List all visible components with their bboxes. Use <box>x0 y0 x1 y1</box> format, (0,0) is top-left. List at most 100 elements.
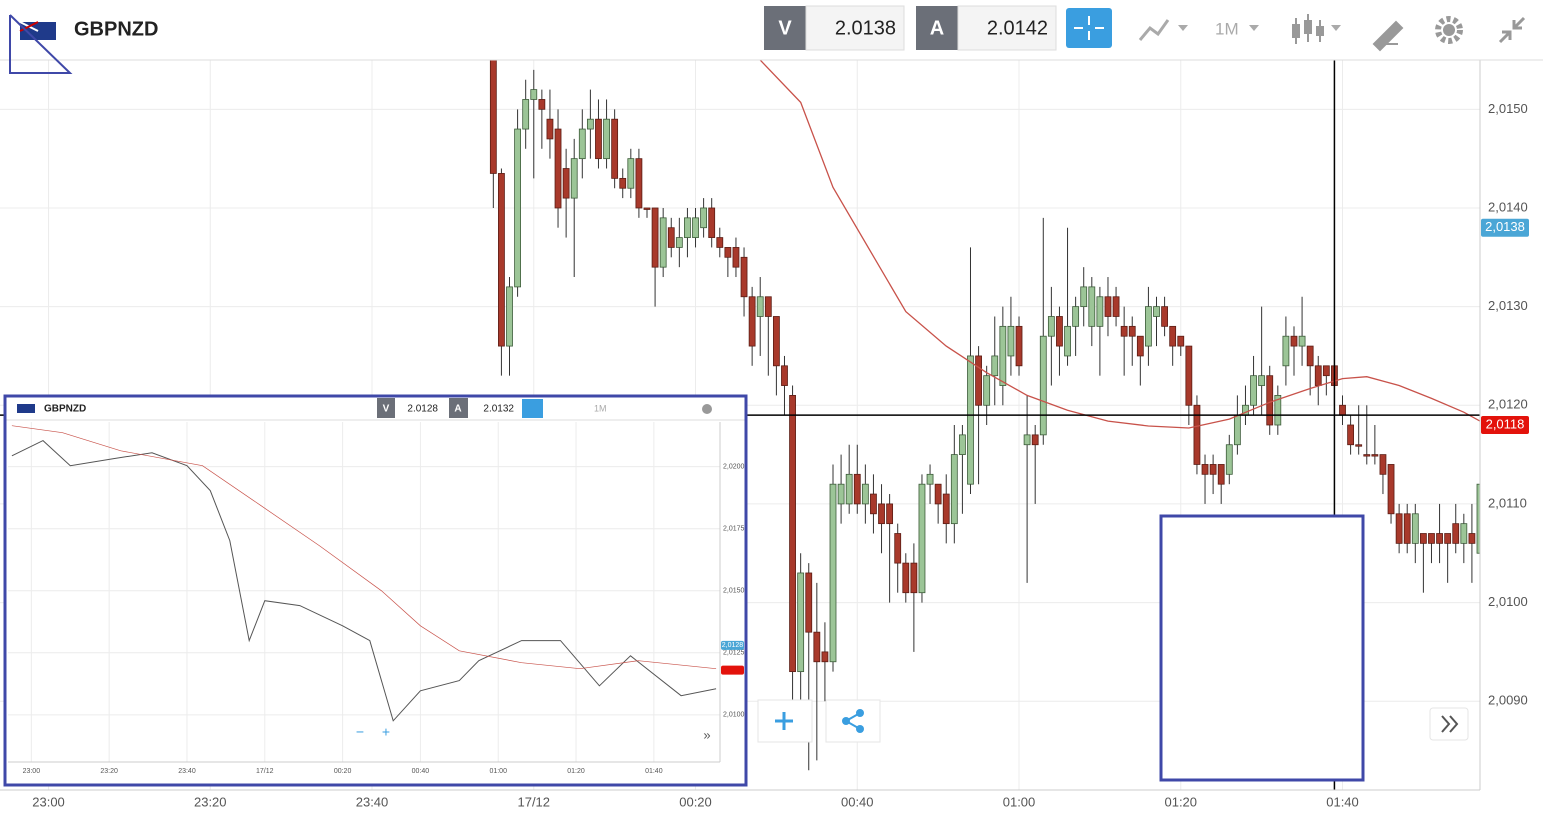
inset-minus: − <box>356 724 364 740</box>
dropdown-arrow <box>1178 25 1188 31</box>
candle-body <box>829 483 837 663</box>
candle-body <box>1039 335 1047 436</box>
inset-flag <box>17 404 35 413</box>
candle-body <box>619 177 627 189</box>
y-tick-label: 2,0130 <box>1488 298 1528 313</box>
candle-body <box>570 158 578 199</box>
candle-body <box>538 99 546 110</box>
inset-bid-label: V <box>383 404 390 415</box>
collapse-icon[interactable] <box>1498 16 1526 44</box>
candle-body <box>1225 444 1233 475</box>
settings-icon[interactable] <box>1435 16 1463 44</box>
candle-body <box>611 118 619 179</box>
candle-body <box>942 493 950 525</box>
y-tick-label: 2,0150 <box>1488 101 1528 116</box>
chart-type-icon[interactable] <box>1138 19 1170 41</box>
candle-body <box>1120 325 1128 337</box>
candle-body <box>1419 533 1427 544</box>
candle-body <box>1363 454 1371 457</box>
share-button[interactable] <box>825 699 881 743</box>
candle-body <box>764 296 772 317</box>
y-tick-label: 2,0110 <box>1488 495 1527 510</box>
candle-body <box>789 395 796 673</box>
x-tick-label: 00:40 <box>841 794 874 809</box>
candle-body <box>546 118 554 140</box>
candle-body <box>1161 306 1168 327</box>
x-tick-label: 00:40 <box>412 768 430 775</box>
candle-body <box>926 473 934 485</box>
candle-body <box>797 572 805 673</box>
candle-body <box>522 99 530 130</box>
draw-icon[interactable] <box>1372 20 1404 52</box>
x-tick-label: 00:20 <box>334 768 352 775</box>
crosshair-button[interactable] <box>1066 8 1112 48</box>
candle-body <box>514 128 521 288</box>
candle-body <box>967 355 974 485</box>
candle-body <box>918 483 926 594</box>
plot-area <box>11 425 717 722</box>
candle-body <box>1080 286 1088 308</box>
candle-body <box>1031 434 1039 446</box>
candle-body <box>1015 325 1023 367</box>
candle-body <box>489 60 497 174</box>
candle-body <box>1177 335 1185 347</box>
candle-body <box>950 454 958 525</box>
candle-body <box>1209 464 1217 475</box>
candle-body <box>1193 404 1201 465</box>
candle-icon <box>1316 26 1324 36</box>
bid-box[interactable] <box>764 6 806 50</box>
inset-ask-box <box>449 398 468 418</box>
annotation-box <box>1159 514 1365 782</box>
candle-body <box>724 247 732 258</box>
candle-body <box>821 651 829 663</box>
flag-cross <box>19 21 39 32</box>
candle-body <box>1104 296 1112 317</box>
bid-value-box <box>805 5 905 51</box>
candle-body <box>1355 444 1363 447</box>
y-tick-label: 2,0200 <box>723 464 745 471</box>
candle-body <box>675 237 683 248</box>
candle-body <box>578 128 586 160</box>
y-tick-label: 2,0100 <box>1488 594 1528 609</box>
candle-body <box>1217 464 1225 485</box>
candle-body <box>1452 523 1460 544</box>
inset-plus: + <box>382 724 390 740</box>
x-tick-label: 01:20 <box>1164 794 1197 809</box>
candle-body <box>1339 404 1346 416</box>
x-tick-label: 23:00 <box>32 794 65 809</box>
x-tick-label: 17/12 <box>517 794 550 809</box>
candle-body <box>627 158 635 189</box>
inset-symbol: GBPNZD <box>44 404 86 415</box>
candle-body <box>813 631 821 663</box>
x-tick-label: 01:00 <box>489 768 507 775</box>
annotation-triangle <box>9 14 73 74</box>
candle-body <box>975 355 982 406</box>
candle-body <box>748 296 756 347</box>
candle-body <box>1436 533 1443 544</box>
candle-body <box>732 247 740 268</box>
candle-body <box>870 493 877 515</box>
ask-box[interactable] <box>916 6 958 50</box>
inset-ask-value: 2.0132 <box>483 404 514 415</box>
dropdown-arrow <box>1249 25 1259 31</box>
candle-body <box>1266 375 1274 426</box>
candle-body <box>1444 533 1452 544</box>
candle-body <box>684 217 691 238</box>
timeframe[interactable]: 1M <box>1215 19 1239 38</box>
y-tick-label: 2,0175 <box>723 526 745 533</box>
x-tick-label: 23:20 <box>194 794 227 809</box>
candle-body <box>1290 335 1298 347</box>
bid-value: 2.0138 <box>835 17 896 39</box>
candle-body <box>1428 533 1435 544</box>
symbol: GBPNZD <box>74 18 158 40</box>
candle-body <box>708 207 716 238</box>
inset-settings-icon <box>702 404 712 414</box>
scroll-end-icon <box>1441 715 1459 733</box>
candle-body <box>1282 335 1290 367</box>
candle-body <box>1314 365 1322 386</box>
candle-body <box>1322 365 1330 377</box>
candle-body <box>562 168 570 199</box>
ask-label: A <box>930 17 944 39</box>
dropdown-arrow <box>1331 25 1341 31</box>
